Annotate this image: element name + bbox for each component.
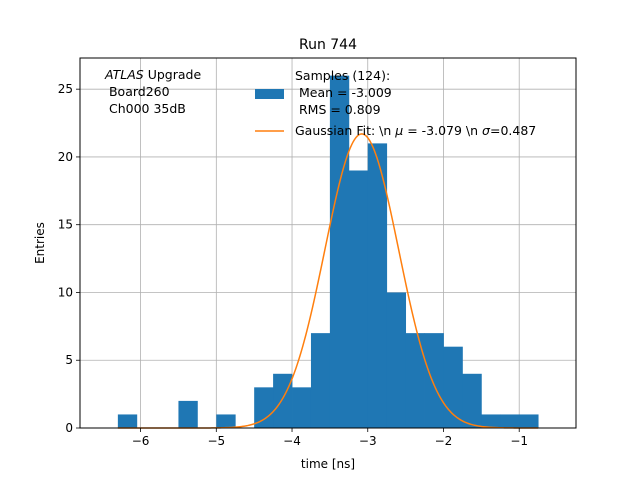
histogram-bar [348,170,369,428]
legend-fit-text: Gaussian Fit: \n μ = -3.079 \n σ=0.487 [295,123,536,138]
x-tick-label: −1 [510,434,528,448]
x-axis-ticks: −6 −5 −4 −3 −2 −1 [132,428,528,448]
legend-hist-line-2: Mean = -3.009 [295,85,392,100]
histogram-bar [178,400,198,428]
plot-frame [79,57,577,429]
y-axis-ticks: 0 5 10 15 20 25 [58,82,80,435]
x-axis-label: time [ns] [301,457,355,471]
chart-title: Run 744 [299,37,357,53]
histogram-bar [117,414,138,428]
histogram-bar [424,333,444,428]
x-tick-label: −3 [359,434,377,448]
x-tick-label: −6 [132,434,150,448]
annotation-line-2: Board260 [105,84,170,99]
y-tick-label: 15 [58,218,73,232]
legend-hist-swatch [255,89,284,99]
annotation-atlas: ATLAS [104,67,144,82]
x-tick-label: −2 [435,434,453,448]
legend: Samples (124): Mean = -3.009 RMS = 0.809… [255,68,536,138]
annotation-upgrade: Upgrade [144,67,202,82]
y-tick-label: 0 [65,421,73,435]
histogram-bar [367,143,388,428]
y-tick-label: 10 [58,285,73,299]
y-axis-label: Entries [33,222,47,264]
histogram-bar [310,333,331,428]
histogram-bar [519,414,539,428]
histogram-bar [405,333,425,428]
x-tick-label: −5 [207,434,225,448]
histogram-bar [273,373,293,428]
y-tick-label: 20 [58,150,73,164]
histogram-bar [254,387,274,428]
annotation-line-1: ATLAS Upgrade [104,67,201,82]
y-tick-label: 5 [65,353,73,367]
y-tick-label: 25 [58,82,73,96]
histogram-bar [216,414,236,428]
histogram-bar [481,414,501,428]
annotation-line-3: Ch000 35dB [105,101,186,116]
legend-hist-line-1: Samples (124): [295,68,390,83]
histogram-bar [386,292,407,428]
histogram-bar [443,346,463,428]
atlas-annotation: ATLAS Upgrade Board260 Ch000 35dB [104,67,201,116]
legend-hist-line-3: RMS = 0.809 [295,102,381,117]
histogram-bar [500,414,520,428]
x-tick-label: −4 [283,434,301,448]
histogram-bar [292,387,312,428]
histogram-bar [462,373,482,428]
